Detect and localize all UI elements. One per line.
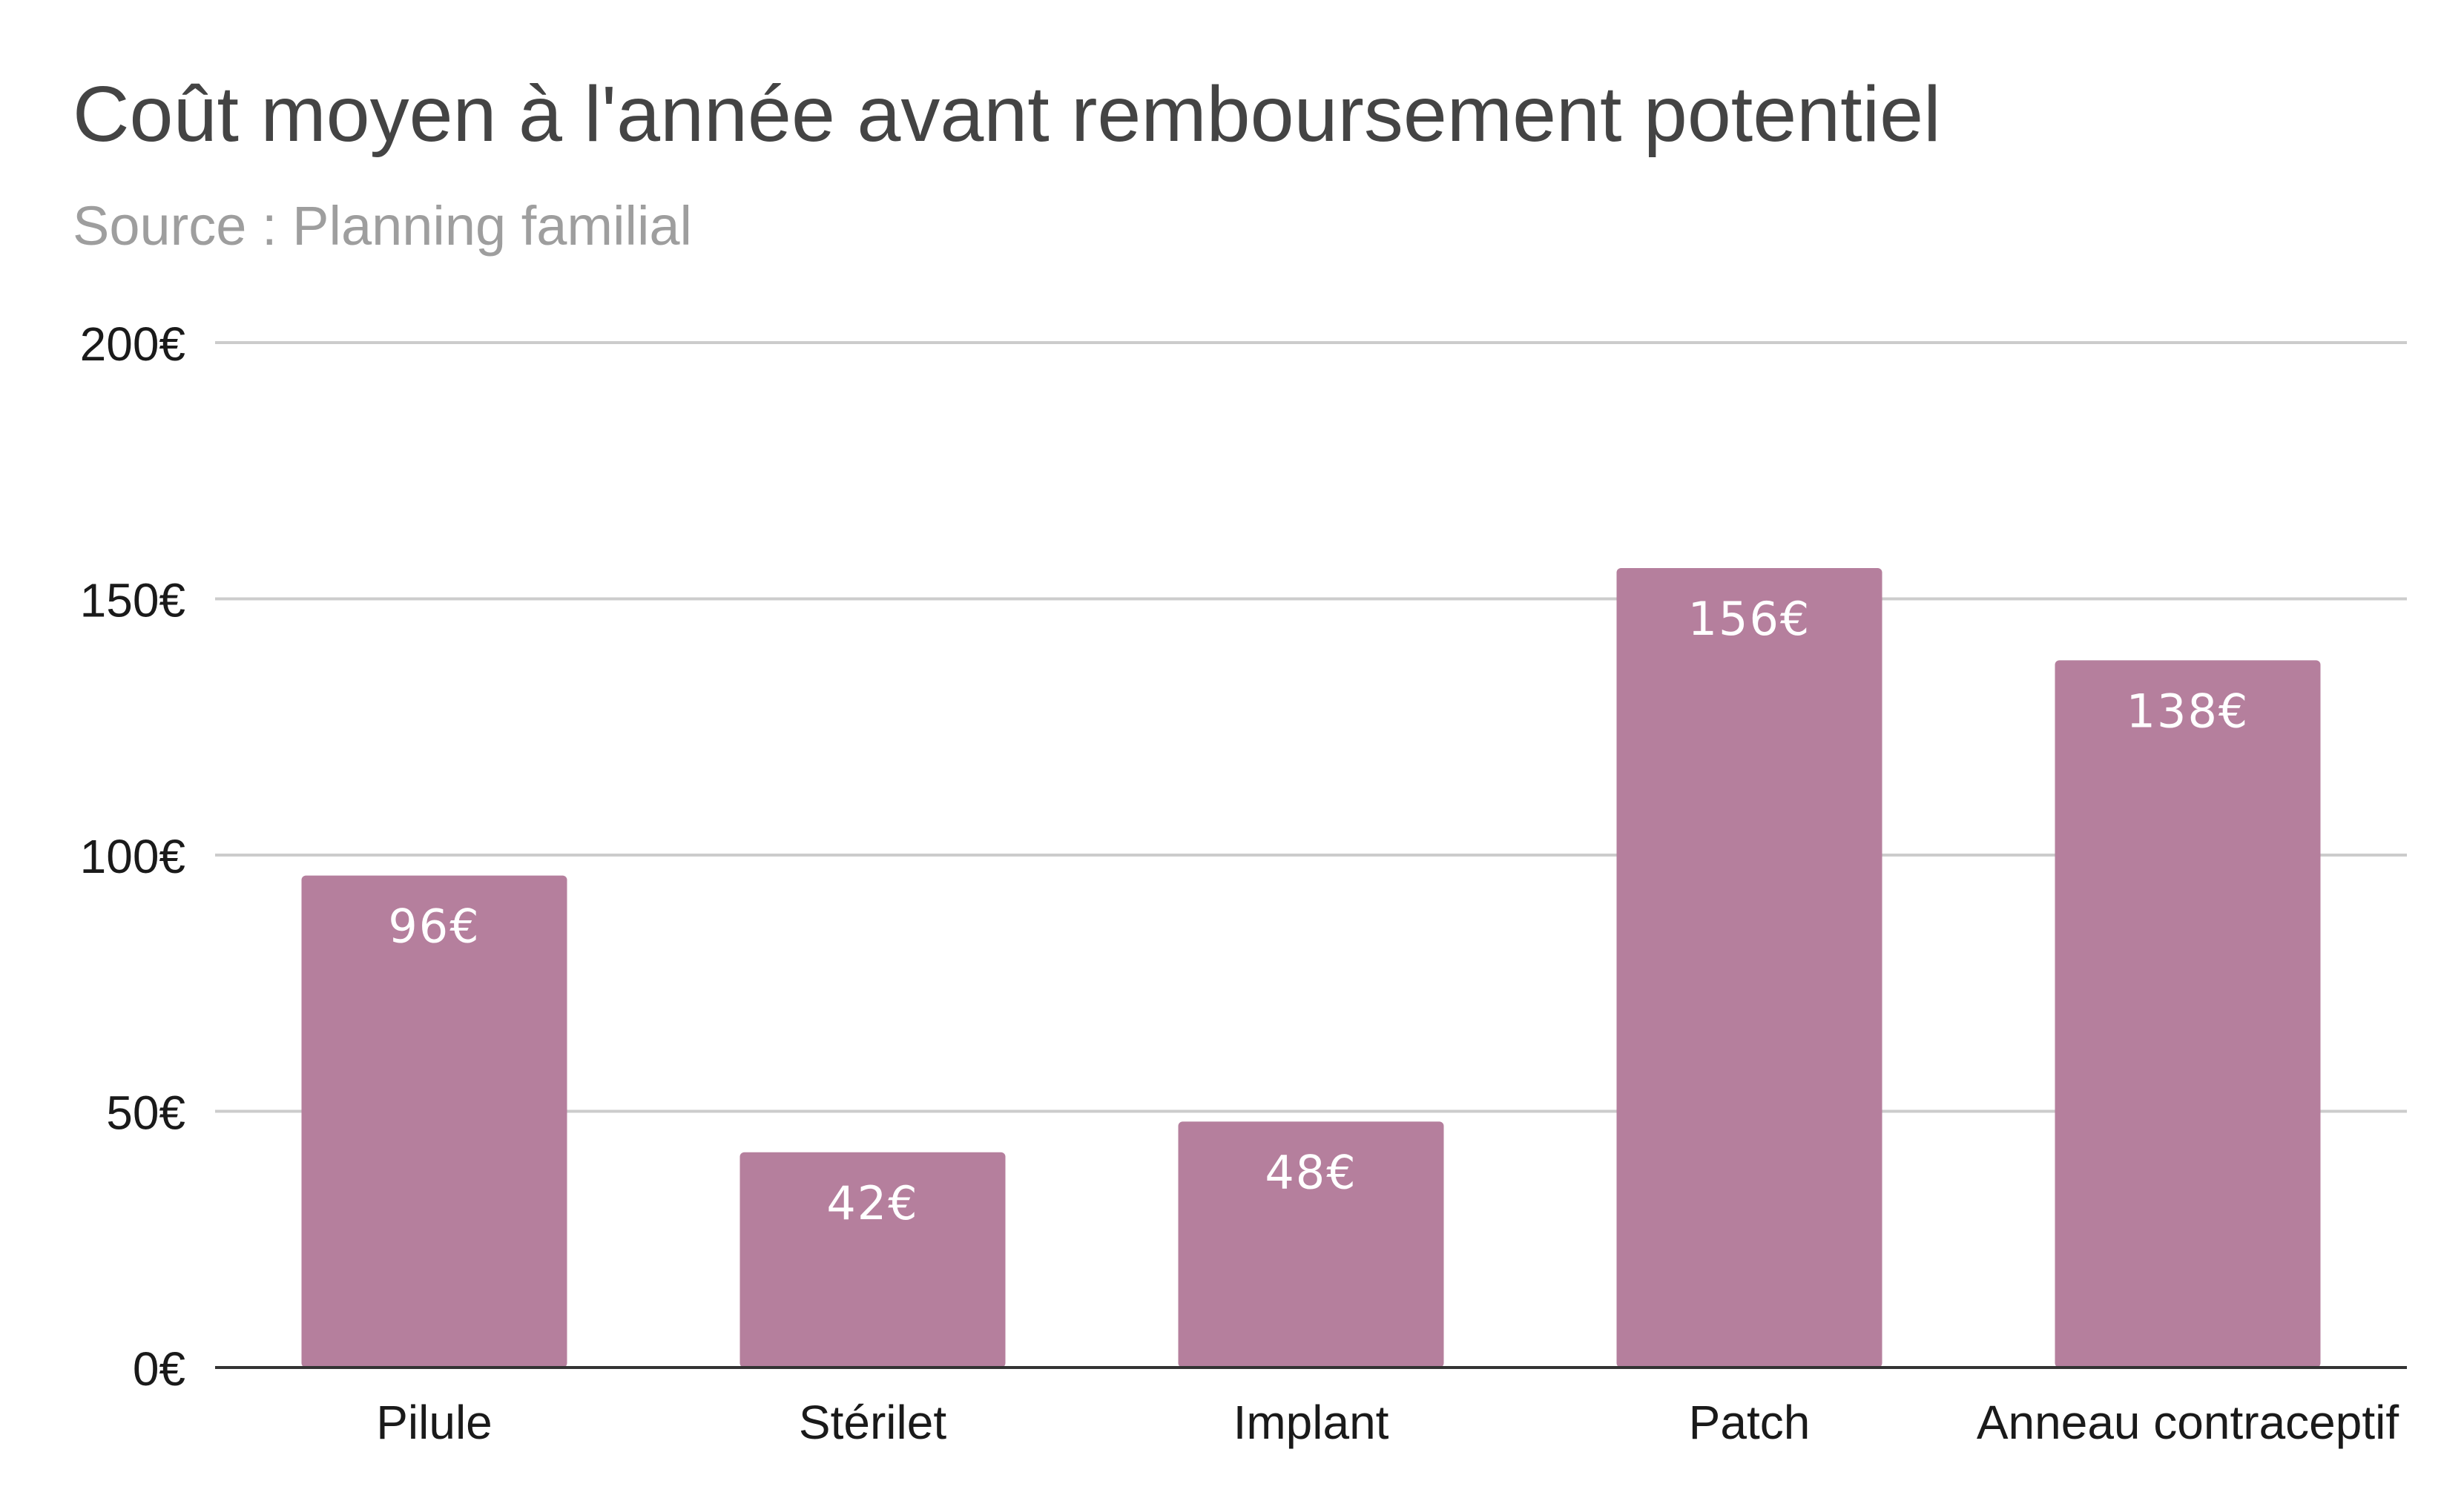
bar-implant [1178, 1121, 1444, 1368]
data-label: 96€ [388, 900, 480, 954]
y-tick-label: 100€ [80, 830, 185, 883]
data-label: 138€ [2127, 684, 2250, 738]
bar-patch [1616, 568, 1882, 1368]
data-label: 42€ [826, 1176, 918, 1230]
data-label: 156€ [1688, 592, 1811, 646]
chart-title: Coût moyen à l'année avant remboursement… [73, 70, 1941, 158]
x-category-label: Implant [1233, 1396, 1389, 1449]
y-tick-label: 150€ [80, 574, 185, 627]
x-category-label: Patch [1689, 1396, 1811, 1449]
bars: 96€ 42€ 48€ 156€ 138€ [301, 568, 2321, 1368]
y-tick-label: 50€ [106, 1086, 185, 1140]
axes: 0€ 50€ 100€ 150€ 200€ Pilule Stérilet Implant Pa… [80, 317, 2407, 1449]
x-category-label: Stérilet [799, 1396, 946, 1449]
y-tick-label: 0€ [133, 1342, 185, 1396]
chart-subtitle: Source : Planning familial [73, 195, 692, 257]
bar-pilule [301, 875, 567, 1368]
gridlines [215, 341, 2407, 1113]
bar-anneau-contraceptif [2055, 660, 2321, 1368]
x-category-label: Anneau contraceptif [1977, 1396, 2399, 1449]
x-category-label: Pilule [376, 1396, 493, 1449]
y-tick-label: 200€ [80, 317, 185, 371]
bar-st-rilet [739, 1152, 1006, 1368]
data-label: 48€ [1265, 1145, 1357, 1199]
